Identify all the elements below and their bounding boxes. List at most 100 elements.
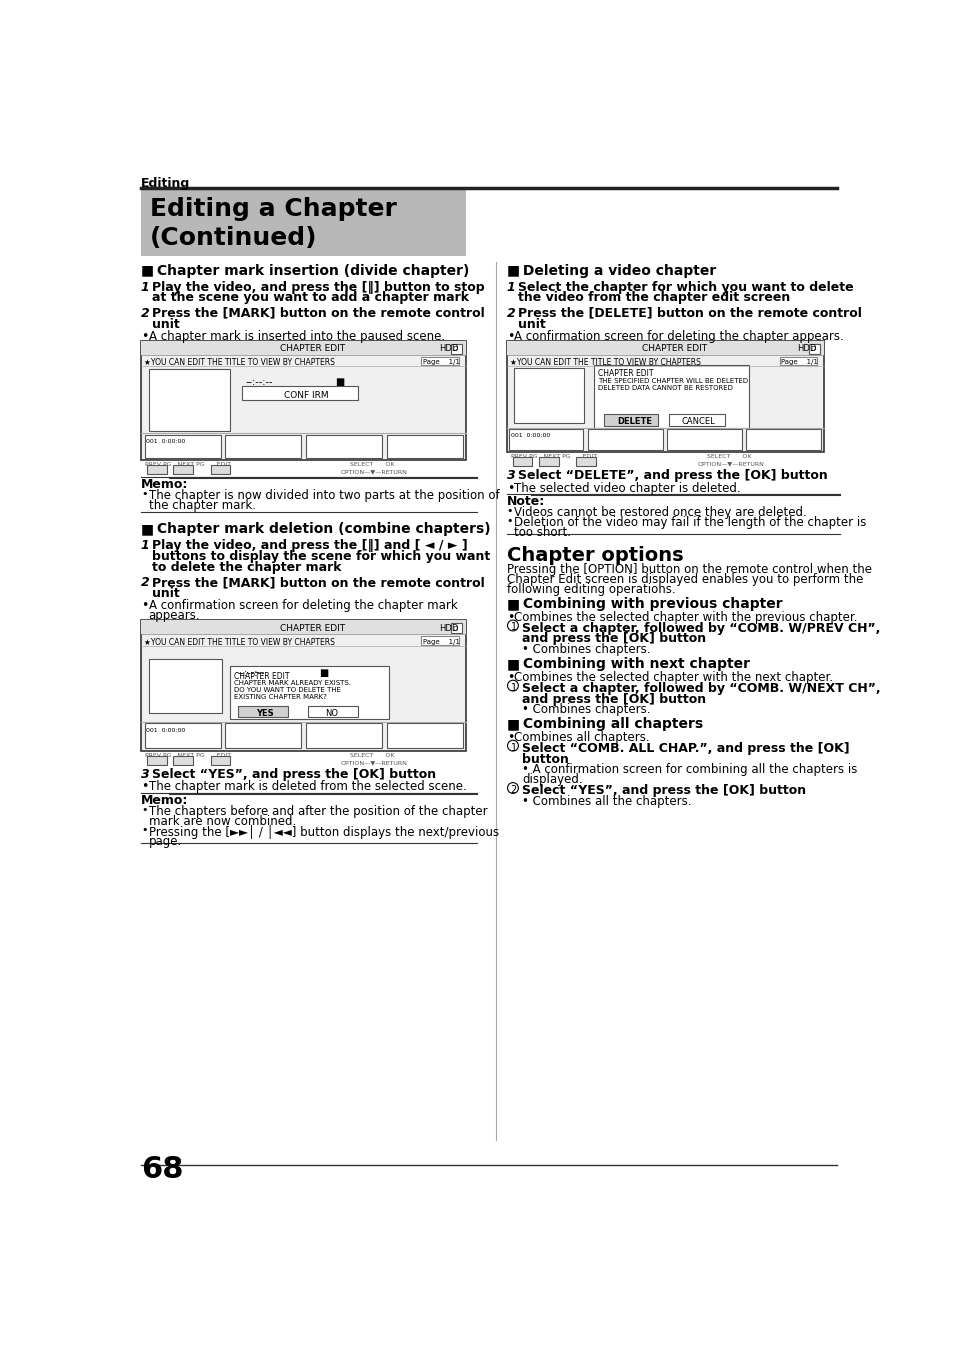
Bar [593, 364, 748, 428]
Text: ■: ■ [506, 263, 519, 278]
Text: ★YOU CAN EDIT THE TITLE TO VIEW BY CHAPTERS: ★YOU CAN EDIT THE TITLE TO VIEW BY CHAPT… [509, 358, 700, 367]
Text: page.: page. [149, 836, 182, 848]
Text: Page    1/1: Page 1/1 [422, 359, 459, 364]
Text: HDD: HDD [439, 624, 458, 633]
Text: CHAPTER EDIT: CHAPTER EDIT [641, 344, 707, 354]
Bar [506, 340, 823, 355]
Bar [230, 667, 389, 718]
Text: A chapter mark is inserted into the paused scene.: A chapter mark is inserted into the paus… [149, 329, 444, 343]
Text: •: • [506, 516, 513, 526]
Bar [513, 456, 532, 466]
Text: 1: 1 [506, 281, 515, 293]
Bar [225, 435, 301, 458]
Bar [141, 340, 466, 355]
Text: Play the video, and press the [‖] and [ ◄ / ► ]: Play the video, and press the [‖] and [ … [152, 539, 467, 552]
Bar [514, 367, 583, 423]
Text: --:--:--: --:--:-- [245, 377, 273, 387]
Text: 1: 1 [510, 622, 517, 632]
Bar [386, 435, 462, 458]
Text: CHAPTER EDIT: CHAPTER EDIT [280, 624, 345, 633]
Text: 3: 3 [141, 768, 150, 782]
Text: Select “DELETE”, and press the [OK] button: Select “DELETE”, and press the [OK] butt… [517, 470, 826, 482]
Text: The chapters before and after the position of the chapter: The chapters before and after the positi… [149, 805, 487, 818]
Text: Videos cannot be restored once they are deleted.: Videos cannot be restored once they are … [514, 506, 806, 520]
Bar [421, 356, 458, 366]
Text: •: • [141, 780, 148, 794]
Text: DELETE: DELETE [617, 417, 652, 425]
Text: NO: NO [325, 709, 338, 718]
Text: SELECT      OK: SELECT OK [350, 752, 395, 757]
Text: Combining with next chapter: Combining with next chapter [517, 657, 749, 671]
Text: 2: 2 [141, 306, 150, 320]
Bar [576, 456, 596, 466]
Text: 001  0:00:00: 001 0:00:00 [146, 728, 186, 733]
Text: DELETED DATA CANNOT BE RESTORED: DELETED DATA CANNOT BE RESTORED [598, 385, 732, 390]
Text: •: • [141, 329, 148, 343]
Text: Combining all chapters: Combining all chapters [517, 717, 702, 732]
Text: 3: 3 [506, 470, 515, 482]
Text: Select “YES”, and press the [OK] button: Select “YES”, and press the [OK] button [152, 768, 436, 782]
Text: Combining with previous chapter: Combining with previous chapter [517, 597, 781, 612]
Text: • Combines chapters.: • Combines chapters. [521, 643, 650, 656]
Text: HDD: HDD [797, 344, 816, 354]
Bar [603, 414, 658, 427]
Text: 001  0:00:00: 001 0:00:00 [146, 439, 186, 444]
Text: 2: 2 [141, 576, 150, 589]
Text: YES: YES [255, 709, 273, 718]
Text: --:--:--: --:--:-- [237, 668, 265, 678]
Text: PREV PG   NEXT PG      EDIT: PREV PG NEXT PG EDIT [510, 454, 597, 459]
Bar [421, 636, 458, 645]
Text: Chapter mark deletion (combine chapters): Chapter mark deletion (combine chapters) [152, 522, 490, 536]
Text: • A confirmation screen for combining all the chapters is: • A confirmation screen for combining al… [521, 763, 857, 776]
Text: •: • [506, 329, 514, 343]
Text: OPTION—▼—RETURN: OPTION—▼—RETURN [697, 462, 763, 467]
Text: Chapter options: Chapter options [506, 547, 682, 566]
Text: THE SPECIFIED CHAPTER WILL BE DELETED: THE SPECIFIED CHAPTER WILL BE DELETED [598, 378, 747, 383]
Bar [538, 456, 558, 466]
Text: Page    1/1: Page 1/1 [422, 639, 459, 645]
Text: Deleting a video chapter: Deleting a video chapter [517, 263, 715, 278]
Text: 2: 2 [510, 784, 517, 795]
Text: A confirmation screen for deleting the chapter appears.: A confirmation screen for deleting the c… [514, 329, 843, 343]
Bar [145, 724, 220, 748]
Bar [141, 620, 466, 751]
Text: Select “YES”, and press the [OK] button: Select “YES”, and press the [OK] button [521, 784, 805, 796]
Bar [306, 435, 381, 458]
Bar [307, 706, 357, 717]
Text: PREV PG   NEXT PG      EDIT: PREV PG NEXT PG EDIT [145, 752, 231, 757]
Bar [141, 340, 466, 460]
Text: displayed.: displayed. [521, 774, 582, 787]
Text: •: • [506, 732, 514, 744]
Text: SELECT      OK: SELECT OK [350, 462, 395, 467]
Text: Page    1/1: Page 1/1 [781, 359, 818, 364]
Text: ■: ■ [506, 657, 519, 671]
Text: and press the [OK] button: and press the [OK] button [521, 632, 705, 645]
Text: Chapter mark insertion (divide chapter): Chapter mark insertion (divide chapter) [152, 263, 469, 278]
Text: A confirmation screen for deleting the chapter mark: A confirmation screen for deleting the c… [149, 599, 457, 613]
Text: Select a chapter, followed by “COMB. W/PREV CH”,: Select a chapter, followed by “COMB. W/P… [521, 622, 880, 634]
Text: Select “COMB. ALL CHAP.”, and press the [OK]: Select “COMB. ALL CHAP.”, and press the … [521, 741, 849, 755]
Text: Chapter Edit screen is displayed enables you to perform the: Chapter Edit screen is displayed enables… [506, 574, 862, 586]
Text: CANCEL: CANCEL [681, 417, 715, 425]
Bar [145, 435, 220, 458]
Text: • Combines chapters.: • Combines chapters. [521, 703, 650, 717]
Bar [149, 659, 222, 713]
Bar [225, 724, 301, 748]
Text: •: • [506, 612, 514, 624]
Bar [451, 624, 461, 633]
Text: at the scene you want to add a chapter mark: at the scene you want to add a chapter m… [152, 292, 468, 304]
Text: •: • [506, 506, 513, 516]
Text: Deletion of the video may fail if the length of the chapter is: Deletion of the video may fail if the le… [514, 516, 866, 529]
Bar [147, 464, 167, 474]
Text: The chapter mark is deleted from the selected scene.: The chapter mark is deleted from the sel… [149, 780, 466, 794]
Bar [241, 386, 357, 400]
Text: • Combines all the chapters.: • Combines all the chapters. [521, 795, 691, 807]
Text: ★YOU CAN EDIT THE TITLE TO VIEW BY CHAPTERS: ★YOU CAN EDIT THE TITLE TO VIEW BY CHAPT… [144, 637, 335, 647]
Text: too short.: too short. [514, 526, 571, 539]
Text: Note:: Note: [506, 495, 544, 509]
Text: CHAPTER MARK ALREADY EXISTS.: CHAPTER MARK ALREADY EXISTS. [233, 680, 351, 686]
Text: 1: 1 [141, 539, 150, 552]
Text: the video from the chapter edit screen: the video from the chapter edit screen [517, 292, 789, 304]
Text: Press the [DELETE] button on the remote control: Press the [DELETE] button on the remote … [517, 306, 861, 320]
Text: 1: 1 [141, 281, 150, 293]
